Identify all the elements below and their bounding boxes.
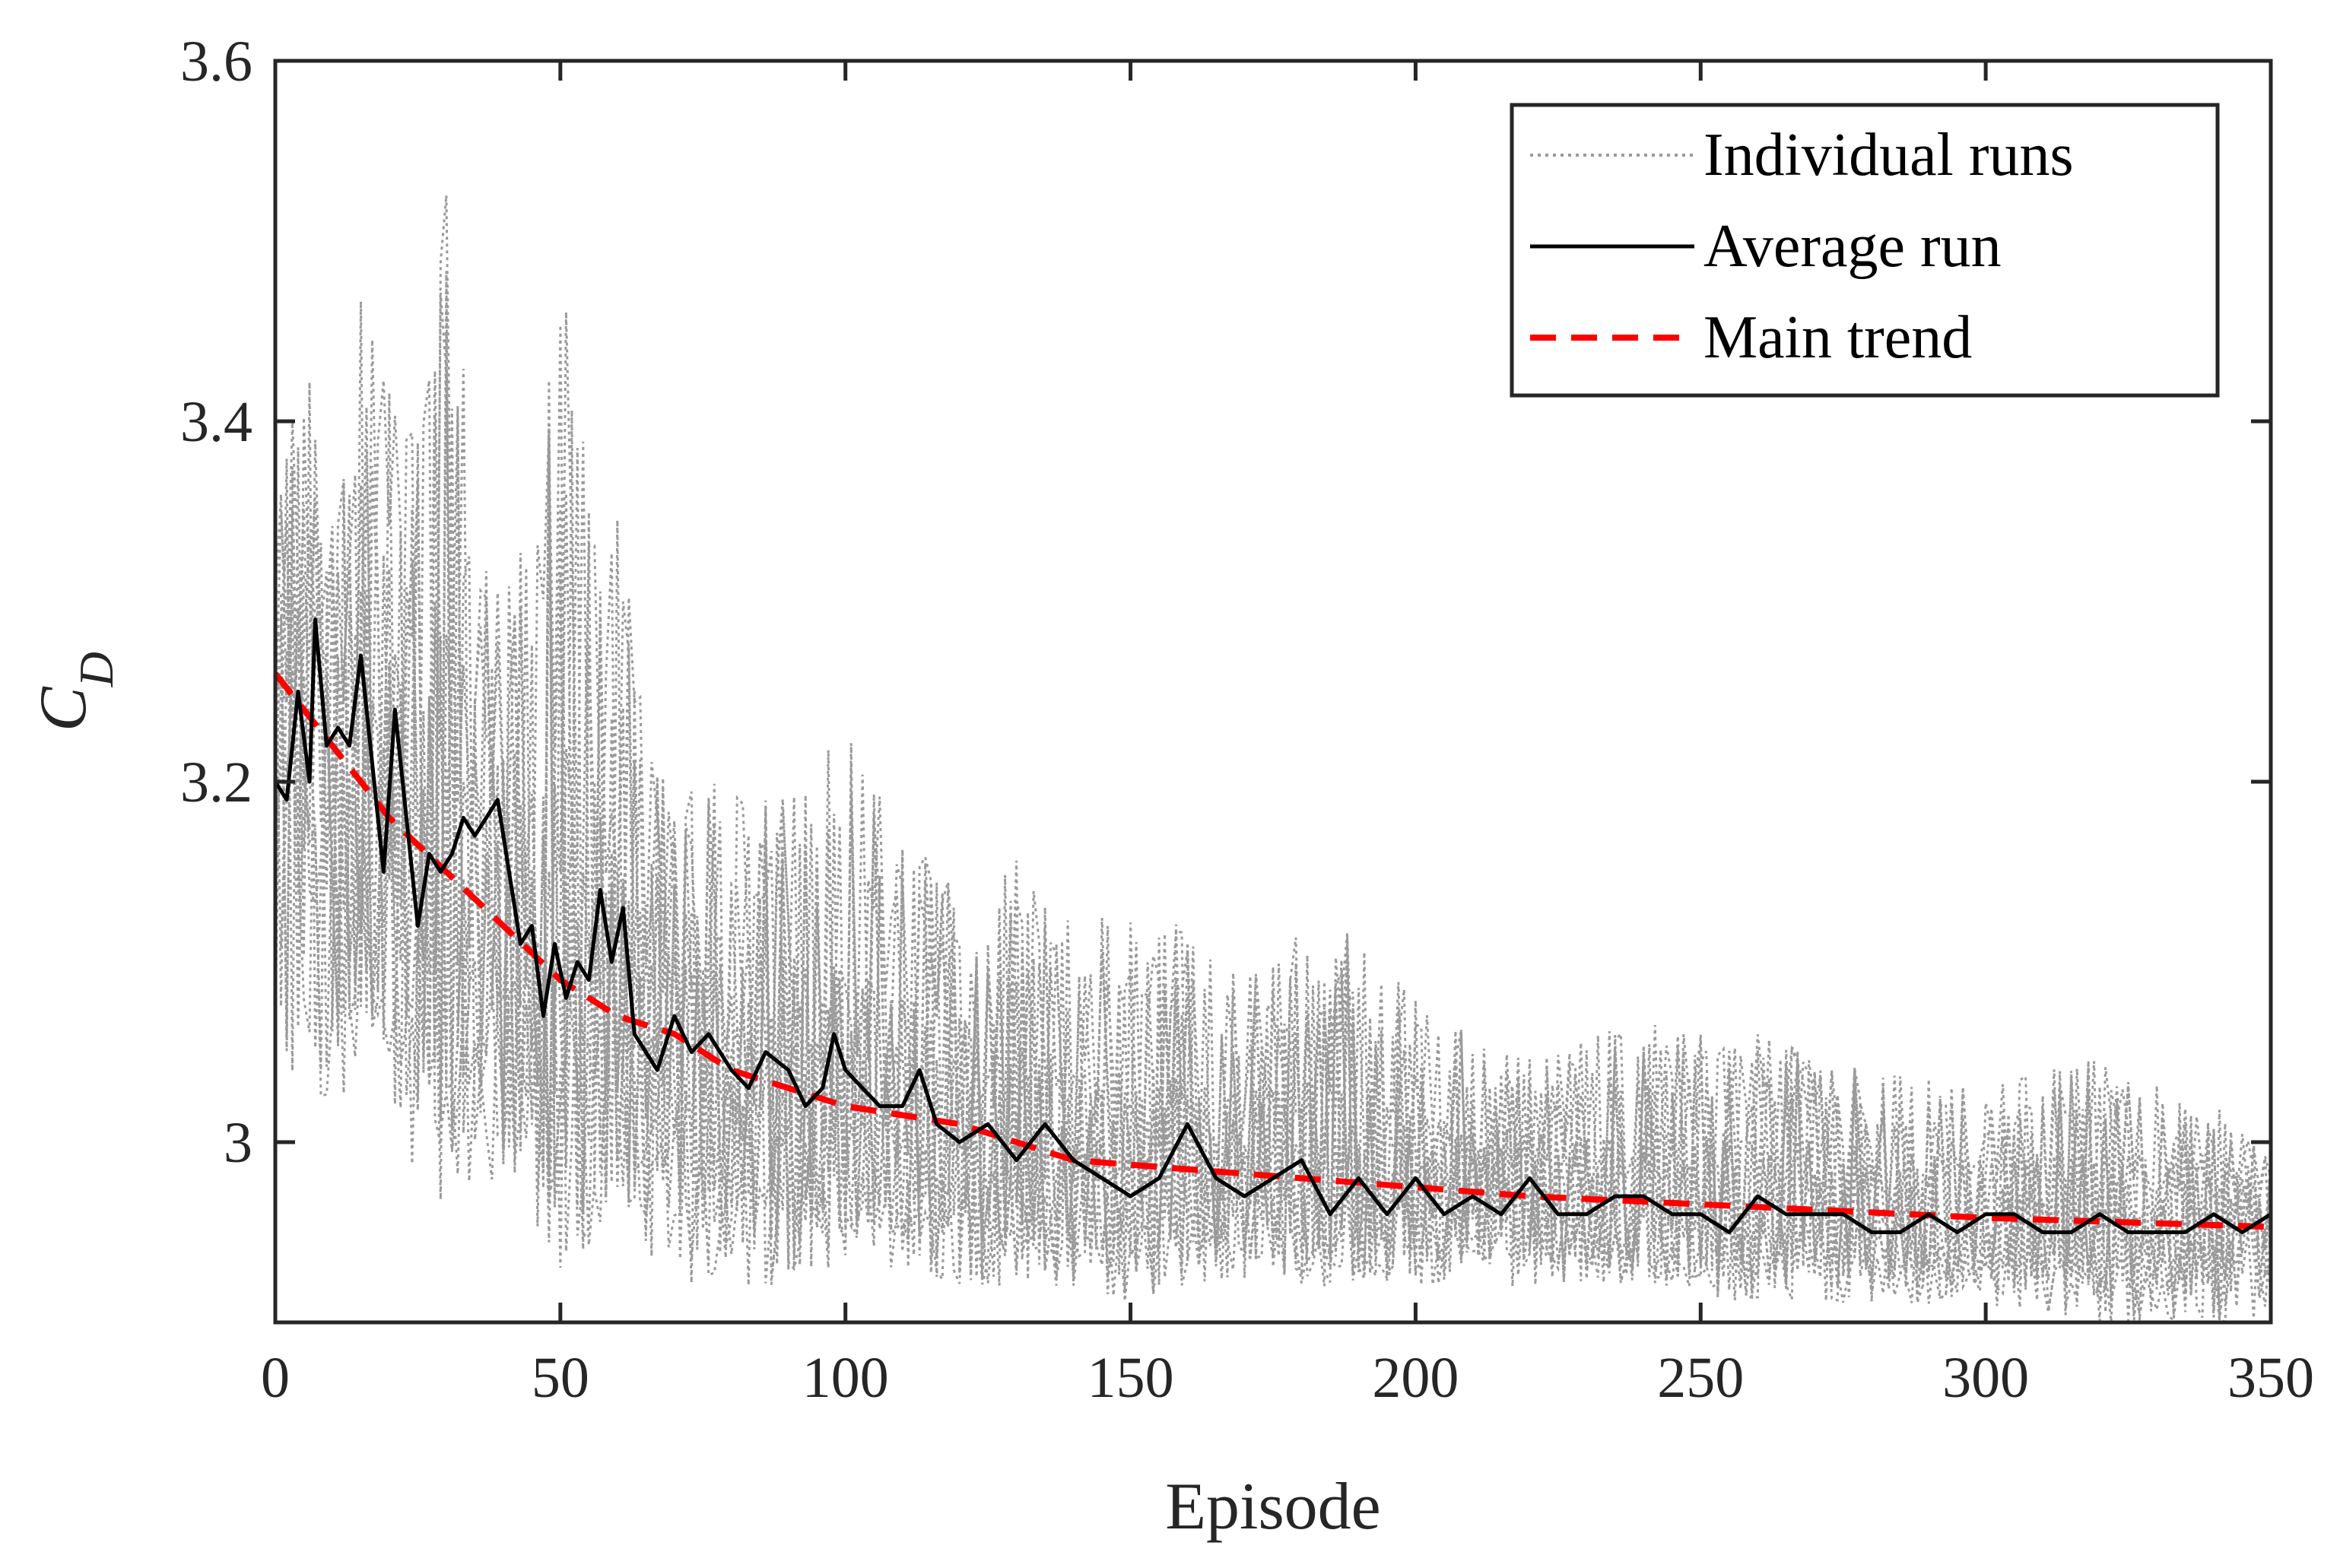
x-tick-label: 50 [532,1346,589,1410]
legend-label-main-trend: Main trend [1703,304,1972,371]
average-run-line [273,617,2272,1234]
x-tick-label: 150 [1087,1346,1174,1410]
individual-run-line [274,333,2272,1322]
y-tick-label: 3.2 [180,751,252,814]
x-tick-label: 250 [1657,1346,1744,1410]
average-run-layer [273,617,2272,1234]
legend-label-individual-runs: Individual runs [1703,122,2074,189]
x-tick-label: 100 [802,1346,889,1410]
legend: Individual runs Average run Main trend [1510,103,2220,398]
main-trend-line [272,671,2272,1230]
legend-box [1510,103,2220,398]
y-tick-label: 3.4 [180,390,252,454]
y-axis-ticks: 3 3.2 3.4 3.6 [180,30,2271,1175]
main-trend-layer [272,671,2272,1230]
x-tick-label: 0 [261,1346,290,1410]
x-axis-label: Episode [1165,1470,1381,1544]
y-tick-label: 3 [224,1111,252,1175]
individual-run-line [274,195,2272,1321]
x-tick-label: 300 [1942,1346,2029,1410]
individual-runs-layer [274,195,2272,1324]
legend-label-average-run: Average run [1703,213,2002,280]
y-axis-label-subscript: D [69,652,123,687]
x-tick-label: 350 [2227,1346,2314,1410]
individual-run-line [274,271,2272,1318]
y-axis-label-main: C [27,686,100,732]
y-tick-label: 3.6 [180,30,252,94]
y-axis-label: CD [27,652,123,732]
plot-frame [273,59,2273,1325]
x-axis-ticks: 0 50 100 150 200 250 300 350 [261,61,2314,1410]
x-tick-label: 200 [1372,1346,1459,1410]
